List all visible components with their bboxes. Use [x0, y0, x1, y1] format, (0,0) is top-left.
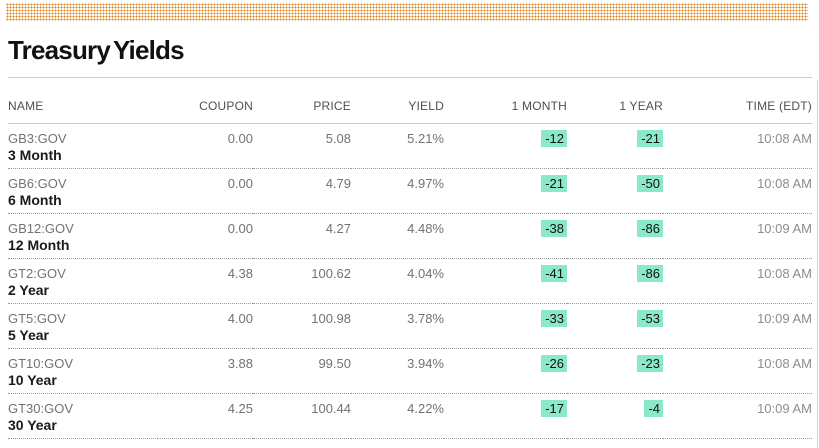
coupon-value: 4.25: [158, 393, 253, 439]
ticker-link[interactable]: GT30:GOV: [8, 401, 74, 416]
tenor-label: 10 Year: [8, 372, 57, 388]
one-year-change-badge: -86: [637, 220, 663, 237]
ticker-link[interactable]: GB6:GOV: [8, 176, 67, 191]
table-row: GT5:GOV 5 Year 4.00 100.98 3.78% -33 -53…: [8, 303, 812, 349]
coupon-value: 0.00: [158, 213, 253, 259]
time-value: 10:08 AM: [663, 168, 812, 214]
price-value: 99.50: [253, 348, 351, 394]
one-year-cell: -50: [567, 168, 663, 214]
column-header-1year: 1 YEAR: [567, 78, 663, 124]
one-month-change-badge: -33: [541, 310, 567, 327]
price-value: 100.62: [253, 258, 351, 304]
one-month-cell: -26: [444, 348, 567, 394]
treasury-yields-widget: Treasury Yields NAME COUPON PRICE YIELD …: [0, 35, 819, 439]
price-value: 5.08: [253, 123, 351, 169]
title-divider: [8, 77, 812, 78]
tenor-label: 30 Year: [8, 417, 57, 433]
one-month-change-badge: -21: [541, 175, 567, 192]
tenor-label: 6 Month: [8, 192, 62, 208]
name-cell: GT2:GOV 2 Year: [8, 258, 158, 304]
column-header-price: PRICE: [253, 78, 351, 124]
yield-value: 4.04%: [351, 258, 444, 304]
price-value: 100.44: [253, 393, 351, 439]
dotted-accent-band: [6, 3, 808, 21]
yield-value: 4.48%: [351, 213, 444, 259]
coupon-value: 3.88: [158, 348, 253, 394]
table-row: GT30:GOV 30 Year 4.25 100.44 4.22% -17 -…: [8, 393, 812, 439]
column-header-yield: YIELD: [351, 78, 444, 124]
one-year-cell: -23: [567, 348, 663, 394]
coupon-value: 0.00: [158, 168, 253, 214]
table-row: GT10:GOV 10 Year 3.88 99.50 3.94% -26 -2…: [8, 348, 812, 394]
tenor-label: 5 Year: [8, 327, 50, 343]
widget-right-border: [817, 80, 818, 448]
tenor-label: 2 Year: [8, 282, 50, 298]
one-year-change-badge: -86: [637, 265, 663, 282]
one-year-cell: -86: [567, 258, 663, 304]
tenor-label: 3 Month: [8, 147, 62, 163]
column-header-time: TIME (EDT): [663, 78, 812, 124]
one-month-change-badge: -38: [541, 220, 567, 237]
time-value: 10:09 AM: [663, 303, 812, 349]
one-month-cell: -12: [444, 123, 567, 169]
name-cell: GB3:GOV 3 Month: [8, 123, 158, 169]
time-value: 10:08 AM: [663, 258, 812, 304]
coupon-value: 4.00: [158, 303, 253, 349]
price-value: 100.98: [253, 303, 351, 349]
one-year-change-badge: -23: [637, 355, 663, 372]
one-year-change-badge: -53: [637, 310, 663, 327]
table-row: GB3:GOV 3 Month 0.00 5.08 5.21% -12 -21 …: [8, 123, 812, 169]
yield-value: 3.94%: [351, 348, 444, 394]
one-month-change-badge: -17: [541, 400, 567, 417]
one-year-change-badge: -50: [637, 175, 663, 192]
ticker-link[interactable]: GT10:GOV: [8, 356, 74, 371]
one-month-cell: -33: [444, 303, 567, 349]
tenor-label: 12 Month: [8, 237, 70, 253]
column-header-coupon: COUPON: [158, 78, 253, 124]
name-cell: GB6:GOV 6 Month: [8, 168, 158, 214]
one-year-cell: -86: [567, 213, 663, 259]
time-value: 10:08 AM: [663, 348, 812, 394]
one-year-cell: -53: [567, 303, 663, 349]
price-value: 4.27: [253, 213, 351, 259]
yield-value: 4.22%: [351, 393, 444, 439]
ticker-link[interactable]: GB12:GOV: [8, 221, 74, 236]
table-row: GT2:GOV 2 Year 4.38 100.62 4.04% -41 -86…: [8, 258, 812, 304]
coupon-value: 0.00: [158, 123, 253, 169]
one-month-change-badge: -26: [541, 355, 567, 372]
one-month-cell: -38: [444, 213, 567, 259]
one-month-cell: -41: [444, 258, 567, 304]
ticker-link[interactable]: GT2:GOV: [8, 266, 66, 281]
one-month-cell: -21: [444, 168, 567, 214]
ticker-link[interactable]: GB3:GOV: [8, 131, 67, 146]
one-year-change-badge: -4: [644, 400, 663, 417]
name-cell: GB12:GOV 12 Month: [8, 213, 158, 259]
ticker-link[interactable]: GT5:GOV: [8, 311, 66, 326]
time-value: 10:08 AM: [663, 123, 812, 169]
coupon-value: 4.38: [158, 258, 253, 304]
time-value: 10:09 AM: [663, 393, 812, 439]
name-cell: GT5:GOV 5 Year: [8, 303, 158, 349]
yield-value: 3.78%: [351, 303, 444, 349]
name-cell: GT10:GOV 10 Year: [8, 348, 158, 394]
column-header-1month: 1 MONTH: [444, 78, 567, 124]
yields-table-body: GB3:GOV 3 Month 0.00 5.08 5.21% -12 -21 …: [8, 123, 812, 439]
yield-value: 5.21%: [351, 123, 444, 169]
column-header-name: NAME: [8, 78, 158, 124]
table-header: NAME COUPON PRICE YIELD 1 MONTH 1 YEAR T…: [8, 78, 812, 124]
table-row: GB6:GOV 6 Month 0.00 4.79 4.97% -21 -50 …: [8, 168, 812, 214]
one-month-change-badge: -41: [541, 265, 567, 282]
one-year-change-badge: -21: [637, 130, 663, 147]
name-cell: GT30:GOV 30 Year: [8, 393, 158, 439]
one-month-cell: -17: [444, 393, 567, 439]
treasury-yields-table: NAME COUPON PRICE YIELD 1 MONTH 1 YEAR T…: [8, 78, 812, 439]
yield-value: 4.97%: [351, 168, 444, 214]
time-value: 10:09 AM: [663, 213, 812, 259]
one-month-change-badge: -12: [541, 130, 567, 147]
table-row: GB12:GOV 12 Month 0.00 4.27 4.48% -38 -8…: [8, 213, 812, 259]
price-value: 4.79: [253, 168, 351, 214]
one-year-cell: -21: [567, 123, 663, 169]
page-title: Treasury Yields: [8, 35, 185, 65]
one-year-cell: -4: [567, 393, 663, 439]
